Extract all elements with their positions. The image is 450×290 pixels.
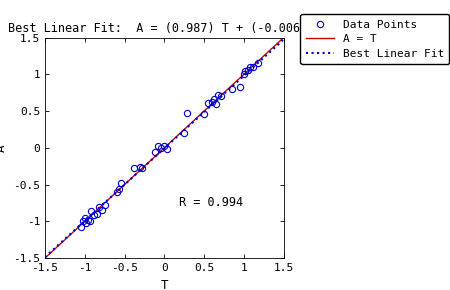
X-axis label: T: T [161,278,168,290]
Text: R = 0.994: R = 0.994 [179,197,243,209]
Legend: Data Points, A = T, Best Linear Fit: Data Points, A = T, Best Linear Fit [300,14,450,64]
Y-axis label: A: A [0,144,8,152]
Title: Best Linear Fit:  A = (0.987) T + (-0.00667): Best Linear Fit: A = (0.987) T + (-0.006… [8,22,321,35]
